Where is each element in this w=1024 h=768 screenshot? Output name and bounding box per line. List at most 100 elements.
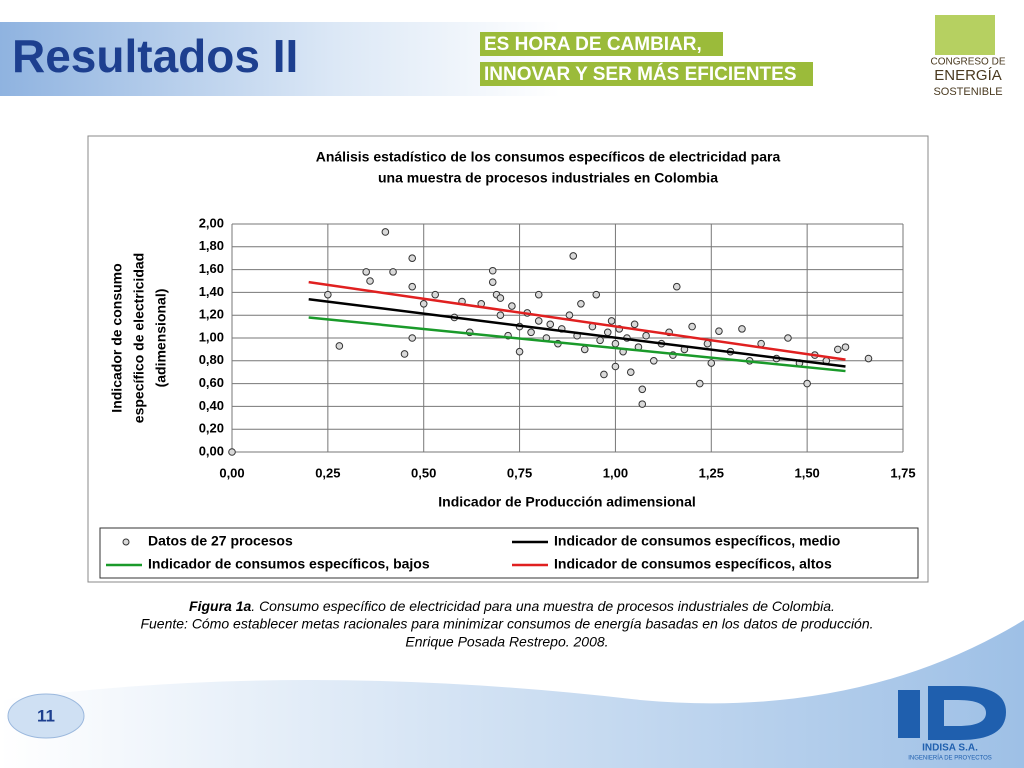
data-point <box>596 336 604 345</box>
legend-swatch <box>122 538 130 546</box>
x-tick-label: 1,25 <box>699 465 724 480</box>
data-point <box>228 448 236 456</box>
banner-text: ES HORA DE CAMBIAR, <box>484 34 702 55</box>
data-point <box>565 311 574 320</box>
banner-text: INNOVAR Y SER MÁS EFICIENTES <box>484 63 797 85</box>
legend-label: Indicador de consumos específicos, altos <box>554 556 832 572</box>
data-point <box>603 328 612 337</box>
data-point <box>803 379 811 388</box>
data-point <box>626 368 635 377</box>
data-point <box>715 327 723 335</box>
chart-title: una muestra de procesos industriales en … <box>378 170 718 186</box>
footer-swoosh <box>0 620 1024 768</box>
y-axis-label: (adimensional) <box>153 289 169 388</box>
data-point <box>381 228 390 236</box>
data-point <box>649 357 658 365</box>
company-logo <box>928 686 1006 740</box>
chart-title: Análisis estadístico de los consumos esp… <box>316 149 781 165</box>
data-point <box>600 370 608 379</box>
y-axis-label: específico de electricidad <box>131 253 147 423</box>
data-point <box>496 311 505 320</box>
data-point <box>672 282 681 291</box>
banner-bg <box>480 62 813 86</box>
data-point <box>431 290 440 299</box>
data-point <box>408 334 417 342</box>
data-point <box>534 317 543 325</box>
banner-bg <box>480 32 723 56</box>
data-point <box>400 350 409 358</box>
legend-label: Indicador de consumos específicos, medio <box>554 533 840 549</box>
company-logo <box>898 690 920 738</box>
data-point <box>408 254 417 263</box>
data-point <box>419 300 428 308</box>
data-point <box>611 339 620 348</box>
data-point <box>527 328 535 337</box>
y-tick-label: 0,40 <box>199 398 224 413</box>
data-point <box>703 339 712 348</box>
y-tick-label: 1,20 <box>199 307 224 322</box>
y-tick-label: 2,00 <box>199 215 224 230</box>
data-point <box>592 290 601 299</box>
data-point <box>577 300 585 308</box>
logo-mark <box>935 15 995 55</box>
y-tick-label: 1,80 <box>199 238 224 253</box>
data-point <box>688 322 696 331</box>
data-point <box>638 400 647 408</box>
data-point <box>362 268 371 276</box>
slide-title: Resultados II <box>12 30 298 82</box>
x-tick-label: 0,00 <box>219 465 244 480</box>
logo-text: CONGRESO DE <box>930 57 1005 68</box>
data-point <box>784 334 792 342</box>
page-number: 11 <box>37 706 55 725</box>
data-point <box>546 320 555 329</box>
data-point <box>695 379 704 388</box>
data-point <box>488 278 497 286</box>
y-tick-label: 0,60 <box>199 375 224 390</box>
header-band <box>0 22 560 96</box>
y-tick-label: 0,80 <box>199 352 224 367</box>
data-point <box>841 343 850 351</box>
legend-label: Datos de 27 procesos <box>148 533 293 549</box>
trend-line <box>308 280 846 361</box>
y-tick-label: 1,00 <box>199 329 224 344</box>
data-point <box>630 320 639 329</box>
data-point <box>580 345 589 354</box>
data-point <box>534 290 543 299</box>
data-point <box>569 252 578 260</box>
y-tick-label: 1,40 <box>199 284 224 299</box>
data-point <box>864 354 873 363</box>
x-tick-label: 1,50 <box>794 465 819 480</box>
data-point <box>389 268 397 276</box>
caption-source: Fuente: Cómo establecer metas racionales… <box>140 616 873 632</box>
logo-text: ENERGÍA <box>934 67 1002 84</box>
caption: Figura 1a. Consumo específico de electri… <box>189 598 835 614</box>
y-axis-label: Indicador de consumo <box>109 263 125 412</box>
company-name: INDISA S.A. <box>922 743 978 754</box>
trend-line <box>308 297 846 368</box>
data-point <box>834 345 842 354</box>
data-point <box>408 282 417 291</box>
x-tick-label: 0,50 <box>411 465 436 480</box>
legend-box <box>99 527 919 579</box>
data-point <box>611 362 620 371</box>
data-point <box>638 385 647 394</box>
y-tick-label: 0,20 <box>199 421 224 436</box>
company-tagline: INGENIERÍA DE PROYECTOS <box>908 755 992 762</box>
x-axis-label: Indicador de Producción adimensional <box>438 494 696 510</box>
x-tick-label: 1,75 <box>890 465 915 480</box>
logo-text: SOSTENIBLE <box>933 86 1002 98</box>
data-point <box>508 302 516 310</box>
y-tick-label: 0,00 <box>199 443 224 458</box>
page-badge <box>7 693 85 739</box>
legend-label: Indicador de consumos específicos, bajos <box>148 556 430 572</box>
data-point <box>335 342 344 350</box>
data-point <box>366 277 374 285</box>
data-point <box>607 317 616 325</box>
x-tick-label: 1,00 <box>603 465 628 480</box>
data-point <box>738 325 746 333</box>
data-point <box>707 359 716 367</box>
data-point <box>496 294 505 302</box>
caption-author: Enrique Posada Restrepo. 2008. <box>405 634 608 650</box>
x-tick-label: 0,75 <box>507 465 532 480</box>
